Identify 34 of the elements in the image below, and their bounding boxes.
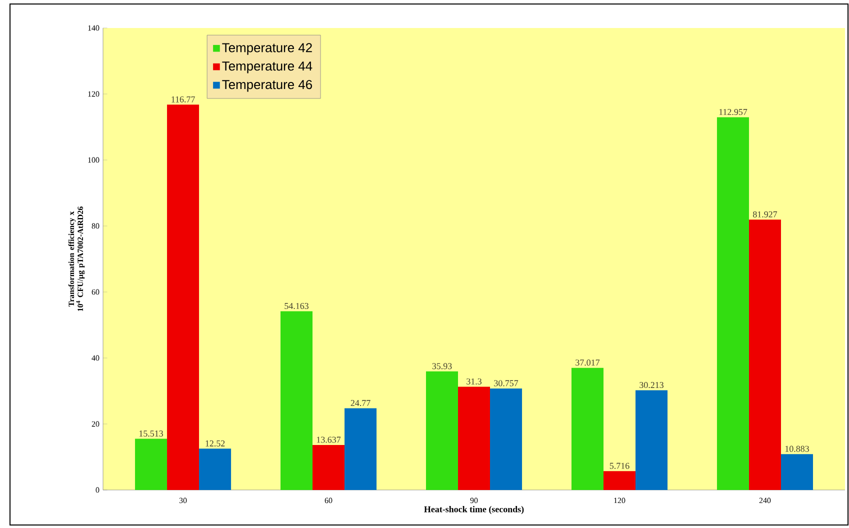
data-label: 13.637 <box>316 436 341 443</box>
x-axis-title: Heat-shock time (seconds) <box>424 506 524 514</box>
bar <box>344 408 377 490</box>
bar <box>716 117 749 490</box>
bar <box>571 368 604 490</box>
data-label: 112.957 <box>719 108 748 116</box>
data-label: 30.757 <box>494 380 518 386</box>
legend-label: Temperature 44 <box>222 62 312 74</box>
bar <box>780 454 814 490</box>
data-label: 30.213 <box>640 382 664 388</box>
legend-label: Temperature 46 <box>222 80 312 92</box>
bar <box>748 220 781 490</box>
data-label: 10.883 <box>785 446 809 452</box>
data-label: 12.52 <box>206 440 225 446</box>
bar <box>199 448 232 490</box>
data-label: 24.77 <box>350 400 370 406</box>
bar <box>167 104 200 490</box>
legend-label: Temperature 42 <box>222 43 312 55</box>
bar <box>426 371 458 490</box>
data-label: 37.017 <box>576 360 600 366</box>
data-label: 5.716 <box>610 462 630 469</box>
data-label: 116.77 <box>172 96 195 102</box>
data-label: 31.3 <box>466 378 482 384</box>
bar <box>312 444 345 490</box>
data-label: 81.927 <box>753 211 778 218</box>
data-label: 35.93 <box>432 363 452 370</box>
bar <box>458 386 490 490</box>
bar <box>135 438 168 490</box>
bar <box>490 388 522 490</box>
data-label: 15.513 <box>139 430 164 437</box>
bar <box>636 390 668 490</box>
bar <box>280 311 313 490</box>
data-label: 54.163 <box>284 302 308 310</box>
bar <box>603 471 636 490</box>
